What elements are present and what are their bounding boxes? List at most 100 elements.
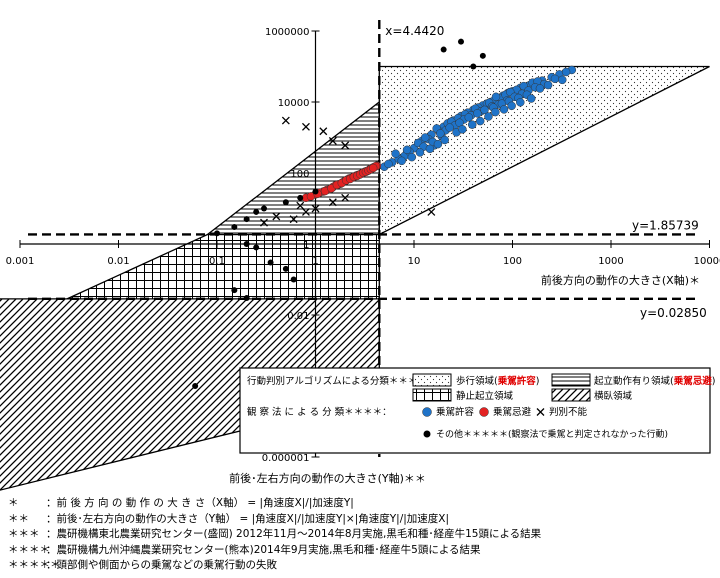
legend-label-undetermined: 判別不能 xyxy=(549,406,588,418)
point-undetermined xyxy=(319,127,328,136)
point-mount-allowed xyxy=(480,105,489,115)
legend-label-other: その他＊＊＊＊＊(観察法で乗駕と判定されなかった行動) xyxy=(436,428,668,440)
x-tick-label: 0.001 xyxy=(6,256,35,267)
point-mount-allowed xyxy=(475,116,485,126)
x-tick-label: 10000 xyxy=(694,256,720,267)
legend-label-lying: 横臥領域 xyxy=(594,390,633,402)
x-tick-label: 0.01 xyxy=(107,256,129,267)
y-axis-label: 前後･左右方向の動作の大きさ(Y軸)＊＊ xyxy=(229,471,426,485)
point-other xyxy=(479,52,486,59)
point-other xyxy=(312,188,319,195)
point-mount-allowed xyxy=(473,109,482,118)
legend-obs-title: 観 察 法 に よ る 分 類＊＊＊＊： xyxy=(247,406,392,418)
point-mount-allowed xyxy=(397,156,406,166)
legend-swatch-walking xyxy=(412,373,452,387)
point-mount-allowed xyxy=(535,84,545,93)
point-undetermined xyxy=(341,141,350,150)
point-mount-allowed xyxy=(407,152,417,162)
point-undetermined xyxy=(427,207,436,216)
point-mount-allowed xyxy=(425,144,435,154)
x-tick-label: 1 xyxy=(312,256,318,267)
legend-algo-title: 行動判別アルゴリズムによる分類＊＊＊： xyxy=(247,375,427,387)
point-mount-allowed xyxy=(484,112,493,121)
threshold-y-lower-label: y=0.02850 xyxy=(640,306,707,320)
point-other xyxy=(290,276,297,283)
legend-marker-other xyxy=(423,430,431,438)
point-undetermined xyxy=(328,198,337,207)
footnote-5: ＊＊＊＊＊ ：頭部側や側面からの乗駕などの乗駕行動の失敗 xyxy=(8,559,277,571)
point-other xyxy=(440,46,447,53)
point-other xyxy=(231,287,238,294)
point-mount-allowed xyxy=(561,67,571,77)
point-other xyxy=(231,224,238,231)
legend-marker-allowed xyxy=(422,407,432,417)
point-mount-allowed xyxy=(420,133,430,142)
point-mount-allowed xyxy=(558,75,567,85)
x-tick-label: 10 xyxy=(408,256,421,267)
footnotes: ＊：前 後 方 向 の 動 作 の 大 き さ（X軸） = |角速度X|/|加速… xyxy=(8,496,708,574)
legend-swatch-mounting-motion xyxy=(551,373,591,387)
point-mount-allowed xyxy=(491,107,500,117)
point-mount-allowed xyxy=(526,94,536,103)
point-mount-allowed xyxy=(415,148,425,157)
legend-label-mounting-motion: 起立動作有り領域(乗駕忌避) xyxy=(594,375,715,387)
point-mount-allowed xyxy=(516,98,525,107)
point-other xyxy=(457,38,464,45)
point-undetermined xyxy=(301,122,310,131)
point-undetermined xyxy=(341,193,350,202)
x-tick-label: 0.1 xyxy=(209,256,225,267)
y-tick-label: 0.01 xyxy=(287,311,309,322)
y-tick-label: 1000000 xyxy=(265,27,310,38)
point-other xyxy=(243,295,250,302)
legend-label-standing: 静止起立領域 xyxy=(456,390,514,402)
legend-label-walking: 歩行領域(乗駕許容) xyxy=(456,375,539,387)
threshold-x-label: x=4.4420 xyxy=(385,24,444,38)
footnote-3: ＊＊＊ ：農研機構東北農業研究センター(盛岡) 2012年11月～2014年8月実… xyxy=(8,528,542,540)
x-tick-label: 100 xyxy=(503,256,522,267)
x-axis-label: 前後方向の動作の大きさ(X軸)＊ xyxy=(541,273,700,287)
point-mount-allowed xyxy=(384,159,393,169)
footnote-1: ＊：前 後 方 向 の 動 作 の 大 き さ（X軸） = |角速度X|/|加速… xyxy=(8,497,354,509)
point-mount-allowed xyxy=(445,123,454,132)
legend-marker-undetermined xyxy=(536,408,545,416)
point-other xyxy=(282,265,289,272)
point-mount-allowed xyxy=(391,149,400,158)
legend-swatch-standing xyxy=(412,388,452,402)
point-undetermined xyxy=(281,116,290,125)
point-mount-allowed xyxy=(507,101,516,111)
point-other xyxy=(282,199,289,206)
point-mount-allowed xyxy=(433,139,443,149)
footnote-4: ＊＊＊＊ ：農研機構九州沖縄農業研究センター(熊本)2014年9月実施,黒毛和種･… xyxy=(8,543,481,556)
point-mount-allowed xyxy=(550,74,560,84)
point-undetermined xyxy=(289,215,298,224)
point-other xyxy=(214,230,220,237)
point-other xyxy=(243,241,250,247)
point-mount-allowed xyxy=(436,129,445,138)
y-tick-label: 0.000001 xyxy=(262,453,310,464)
point-undetermined xyxy=(260,218,268,227)
point-other xyxy=(267,259,274,266)
footnote-2: ＊＊ ：前後･左右方向の動作の大きさ（Y軸） = |角速度X|/|加速度Y|×|角… xyxy=(8,512,450,525)
x-tick-label: 1000 xyxy=(598,256,623,267)
point-undetermined xyxy=(296,201,305,210)
point-mount-allowed xyxy=(402,145,412,155)
point-undetermined xyxy=(272,212,281,221)
y-tick-label: 1 xyxy=(303,240,309,251)
point-mount-allowed xyxy=(467,120,477,129)
point-mount-allowed xyxy=(464,113,474,122)
point-mount-allowed xyxy=(499,105,509,114)
point-mount-allowed xyxy=(458,125,467,134)
point-undetermined xyxy=(301,207,310,216)
point-mount-avoided xyxy=(368,163,378,173)
point-undetermined xyxy=(328,136,337,145)
point-other xyxy=(243,216,250,223)
legend-swatch-lying xyxy=(551,388,591,402)
point-other xyxy=(260,205,267,212)
chart: 0.001 0.01 0.1 1 10 100 1000 10000 1000000 10000 1… xyxy=(0,20,720,491)
point-other xyxy=(253,208,260,215)
threshold-y-upper-label: y=1.85739 xyxy=(632,218,699,232)
point-other xyxy=(297,194,304,201)
y-tick-label: 100 xyxy=(290,169,309,180)
point-mount-allowed xyxy=(543,80,553,90)
legend-box xyxy=(239,367,711,454)
